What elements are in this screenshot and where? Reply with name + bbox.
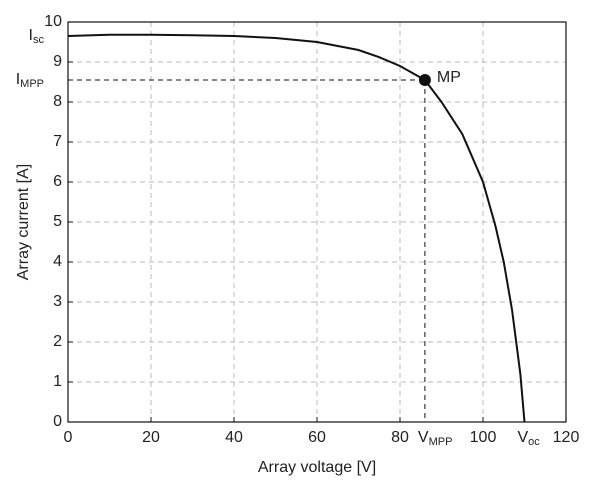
x-tick-label: 80 (391, 429, 409, 446)
mpp-label: MP (437, 69, 461, 86)
x-tick-label: 60 (308, 429, 326, 446)
y-tick-label: 0 (53, 413, 62, 430)
y-tick-label: 9 (53, 53, 62, 70)
annotation-sub: MPP (429, 436, 453, 448)
plot-frame (67, 21, 567, 423)
annotation-main: I (29, 27, 33, 44)
x-tick-label: 20 (142, 429, 160, 446)
iv-curve (67, 33, 526, 423)
x-tick-label: 100 (470, 429, 497, 446)
y-tick-label: 3 (53, 293, 62, 310)
y-tick-label: 6 (53, 173, 62, 190)
axis-annotation: Voc (518, 429, 541, 448)
y-tick-label: 5 (53, 213, 62, 230)
y-axis-title: Array current [A] (15, 164, 32, 280)
annotation-main: V (418, 429, 429, 446)
axis-annotation: IMPP (16, 71, 44, 90)
mpp-point (418, 74, 431, 86)
annotation-sub: sc (33, 34, 45, 46)
annotation-main: V (518, 429, 529, 446)
x-tick-label: 40 (225, 429, 243, 446)
x-tick-label: 120 (553, 429, 580, 446)
y-tick-label: 4 (53, 253, 62, 270)
x-axis-title: Array voltage [V] (258, 459, 376, 476)
annotation-main: I (16, 71, 20, 88)
axis-annotation: VMPP (418, 429, 453, 448)
y-tick-label: 7 (53, 133, 62, 150)
x-tick-label: 0 (64, 429, 73, 446)
y-tick-label: 1 (53, 373, 62, 390)
annotation-sub: MPP (20, 78, 44, 90)
y-tick-label: 10 (44, 13, 62, 30)
y-tick-label: 2 (53, 333, 62, 350)
annotation-sub: oc (528, 436, 540, 448)
y-tick-label: 8 (53, 93, 62, 110)
axis-annotation: Isc (29, 27, 45, 46)
